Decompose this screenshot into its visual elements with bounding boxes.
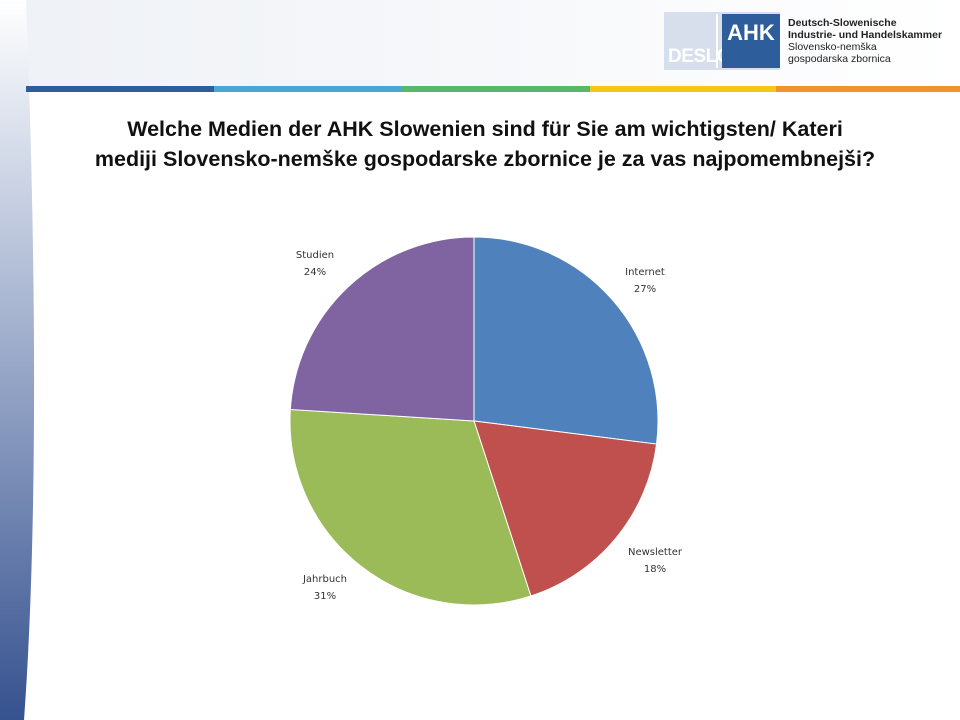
stripe-orange (776, 86, 960, 92)
slide-title: Welche Medien der AHK Slowenien sind für… (40, 114, 930, 174)
slice-label-jahrbuch: Jahrbuch (302, 574, 347, 585)
logo-line-3: Slovensko-nemška (788, 41, 877, 53)
stripe-lightblue (214, 86, 402, 92)
pie-slice-internet (473, 236, 659, 445)
logo-ahk-text: AHK (722, 14, 780, 68)
logo-line-2: Industrie- und Handelskammer (788, 29, 943, 41)
logo-line-4: gospodarska zbornica (788, 53, 891, 65)
stripe-yellow (590, 86, 776, 92)
logo-divider (716, 14, 718, 68)
slice-percent-jahrbuch: 31% (314, 591, 336, 602)
logo-line-1: Deutsch-Slowenische (788, 17, 897, 29)
logo-caption: Deutsch-Slowenische Industrie- und Hande… (788, 17, 942, 65)
logo-mark: DESLO AHK (664, 12, 780, 70)
stripe-blue (26, 86, 214, 92)
logo-deslo-text: DESLO (668, 46, 731, 67)
ahk-logo: DESLO AHK Deutsch-Slowenische Industrie-… (664, 12, 954, 70)
slice-label-internet: Internet (625, 267, 665, 278)
slice-percent-newsletter: 18% (644, 564, 666, 575)
color-stripes (26, 86, 960, 92)
slice-percent-studien: 24% (304, 267, 326, 278)
pie-slice-newsletter (473, 420, 658, 597)
slice-label-studien: Studien (296, 250, 334, 261)
slice-label-newsletter: Newsletter (628, 547, 683, 558)
pie-slice-studien (289, 236, 475, 422)
stripe-green (402, 86, 590, 92)
title-line-2: mediji Slovensko-nemške gospodarske zbor… (94, 147, 876, 171)
slice-percent-internet: 27% (634, 284, 656, 295)
left-curve-decor (0, 0, 35, 720)
title-line-1: Welche Medien der AHK Slowenien sind für… (127, 117, 843, 141)
pie-slice-jahrbuch (289, 408, 532, 606)
